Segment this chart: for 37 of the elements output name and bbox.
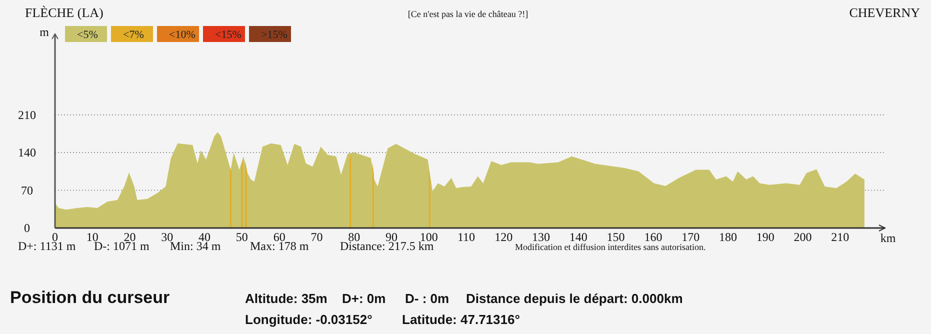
x-tick-label: 210	[831, 230, 850, 244]
text: Position du curseur	[10, 288, 170, 307]
y-axis-title: m	[40, 25, 50, 39]
y-tick-label: 140	[18, 146, 36, 160]
x-tick-label: 190	[756, 230, 774, 244]
x-tick-label: 150	[606, 230, 625, 244]
legend-label: <10%	[169, 29, 196, 41]
text: Altitude: 35m	[245, 291, 328, 306]
text: CHEVERNY	[849, 5, 921, 20]
x-tick-label: 70	[310, 230, 323, 244]
x-axis-title: km	[880, 231, 896, 245]
x-tick-label: 160	[644, 230, 662, 244]
legend-label: <7%	[123, 29, 144, 41]
x-tick-label: 180	[718, 230, 737, 244]
legend-label: <5%	[77, 29, 98, 41]
text: Latitude: 47.71316°	[402, 312, 520, 327]
x-tick-label: 110	[457, 230, 476, 244]
text: Distance depuis le départ: 0.000km	[466, 291, 683, 306]
text: Longitude: -0.03152°	[245, 312, 372, 327]
legend-label: <15%	[215, 29, 242, 41]
text: D+: 0m	[342, 291, 386, 306]
x-tick-label: 200	[794, 230, 812, 244]
text: Modification et diffusion interdites sans autorisation.	[515, 242, 706, 252]
x-tick-label: 140	[569, 230, 588, 244]
x-tick-label: 80	[348, 230, 360, 244]
x-tick-label: 100	[420, 230, 438, 244]
x-tick-label: 50	[236, 230, 248, 244]
text: D- : 0m	[405, 291, 450, 306]
text: FLÈCHE (LA)	[25, 5, 104, 20]
x-tick-label: 170	[682, 230, 700, 244]
x-tick-label: 130	[532, 230, 550, 244]
y-tick-label: 0	[24, 221, 30, 235]
chart-title: [Ce n'est pas la vie de château ?!]	[408, 9, 528, 19]
legend-label: >15%	[261, 29, 288, 41]
y-tick-label: 70	[21, 183, 33, 198]
x-tick-label: 120	[494, 230, 513, 244]
y-tick-label: 210	[18, 108, 36, 122]
